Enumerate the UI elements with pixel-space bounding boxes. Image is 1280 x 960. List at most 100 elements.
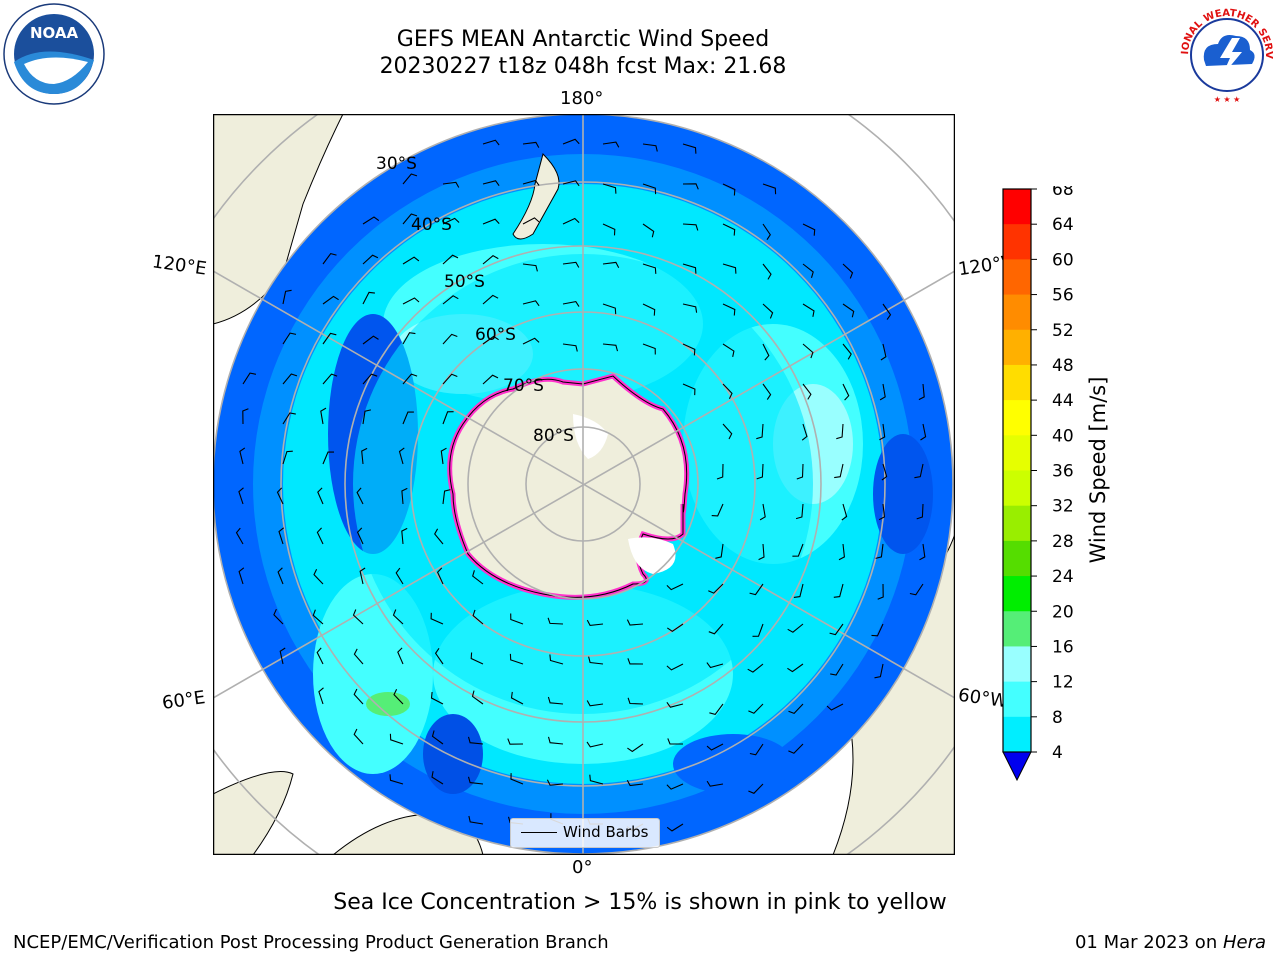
wind-barb [395,567,404,585]
wind-barb [836,423,844,440]
wind-barb [842,303,855,318]
wind-barb [362,291,375,305]
wind-barb [627,658,644,665]
wind-barb [242,408,249,425]
wind-barb [389,733,404,745]
wind-barb [762,383,772,400]
wind-barb [706,743,724,751]
wind-barb [682,383,696,396]
wind-barb [317,487,324,505]
wind-barb [472,609,484,625]
wind-barb [316,527,324,545]
wind-barb [642,343,656,355]
colorbar-tick-label: 52 [1052,321,1074,341]
wind-barb [442,181,460,188]
wind-barb [361,447,368,465]
wind-barb [602,261,620,268]
footer-date: 01 Mar 2023 on Hera [1075,932,1266,953]
wind-barb [522,337,540,345]
lat-label-30: 30°S [376,154,417,174]
antarctic-wind-map: 30°S 40°S 50°S 60°S 70°S 80°S [213,114,955,855]
lon-label-0: 0° [572,857,593,878]
colorbar-tick-label: 64 [1052,215,1074,235]
colorbar-tick-label: 60 [1052,250,1074,270]
colorbar-band [1003,224,1031,260]
wind-barb [722,223,736,236]
wind-barb [482,374,499,385]
wind-barb [402,373,418,385]
colorbar-tick-label: 8 [1052,708,1063,728]
wind-barb [642,143,658,152]
wind-barb [522,217,540,225]
wind-barb [918,383,925,401]
wind-barb [642,303,656,316]
wind-barb [547,696,564,705]
wind-barb [881,463,888,481]
wind-barb [482,294,499,305]
wind-barb [916,503,924,520]
wind-barb [549,654,564,665]
wind-barb [748,783,764,794]
colorbar-tick-label: 56 [1052,286,1074,306]
wind-barb [362,216,380,225]
colorbar-band [1003,505,1031,542]
wind-barb [362,409,372,425]
wind-barb [627,697,644,705]
wind-barb [401,487,408,505]
wind-barb [359,567,366,585]
wind-barb [356,527,364,545]
wind-barb [747,663,764,673]
wind-barb [440,447,447,465]
wind-barb [482,180,500,187]
wind-barb [482,335,499,345]
wind-barb [802,343,814,359]
wind-barb [919,543,926,561]
wind-barb [522,141,540,148]
wind-barb [879,383,886,401]
wind-barb [709,703,724,716]
wind-barb [762,263,772,280]
colorbar-tick-label: 24 [1052,567,1074,587]
wind-barb [322,252,337,265]
wind-barb [467,736,484,745]
lon-label-180: 180° [560,88,604,109]
wind-barb [276,487,284,505]
wind-barb [282,412,296,425]
wind-barb [708,583,724,594]
wind-barb [682,143,697,154]
wind-barb [389,774,404,785]
wind-barb [787,623,804,633]
wind-barb [878,503,885,521]
wind-barb [796,463,804,480]
wind-barb [397,647,404,665]
wind-barb [834,463,844,479]
wind-barb [509,653,524,665]
wind-barb [482,218,500,225]
wind-barb [882,303,892,320]
wind-barb [472,570,484,585]
wind-barb [362,254,379,265]
wind-barb [802,223,816,236]
colorbar-band [1003,400,1031,436]
wind-barb [562,138,580,145]
wind-barb [666,583,684,591]
colorbar-band [1003,329,1031,366]
wind-barb [722,183,736,196]
wind-barb [442,373,458,385]
weddell-ice-shelf [628,537,676,574]
wind-barb [522,179,540,186]
chart-title: GEFS MEAN Antarctic Wind Speed [396,27,770,52]
wind-barb [318,687,324,705]
new-zealand-land [512,153,560,240]
colorbar-band [1003,259,1031,296]
colorbar-band [1003,576,1031,612]
colorbar-band [1003,470,1031,507]
wind-barb [482,139,500,146]
wind-barb [682,263,697,274]
wind-barb [602,183,617,194]
svg-text:★ ★ ★: ★ ★ ★ [1214,95,1241,104]
wind-barb [442,489,451,505]
wind-barb [442,295,459,305]
wind-barb [562,343,578,352]
wind-barb [442,411,454,425]
